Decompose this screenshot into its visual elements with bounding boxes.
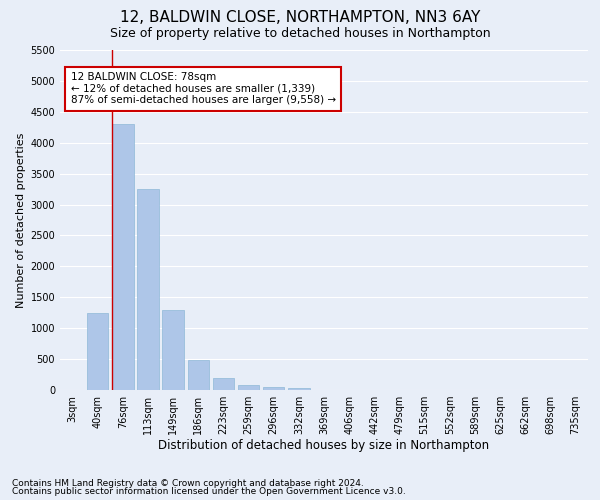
Bar <box>112 124 134 390</box>
Bar <box>213 378 234 390</box>
Bar <box>188 360 209 390</box>
Bar <box>238 385 259 390</box>
Text: Contains public sector information licensed under the Open Government Licence v3: Contains public sector information licen… <box>12 487 406 496</box>
Text: 12, BALDWIN CLOSE, NORTHAMPTON, NN3 6AY: 12, BALDWIN CLOSE, NORTHAMPTON, NN3 6AY <box>120 10 480 25</box>
Y-axis label: Number of detached properties: Number of detached properties <box>16 132 26 308</box>
Text: 12 BALDWIN CLOSE: 78sqm
← 12% of detached houses are smaller (1,339)
87% of semi: 12 BALDWIN CLOSE: 78sqm ← 12% of detache… <box>71 72 335 106</box>
Bar <box>288 388 310 390</box>
Text: Size of property relative to detached houses in Northampton: Size of property relative to detached ho… <box>110 28 490 40</box>
Text: Contains HM Land Registry data © Crown copyright and database right 2024.: Contains HM Land Registry data © Crown c… <box>12 478 364 488</box>
Bar <box>137 189 158 390</box>
Bar <box>87 312 109 390</box>
X-axis label: Distribution of detached houses by size in Northampton: Distribution of detached houses by size … <box>158 438 490 452</box>
Bar <box>263 386 284 390</box>
Bar <box>163 310 184 390</box>
